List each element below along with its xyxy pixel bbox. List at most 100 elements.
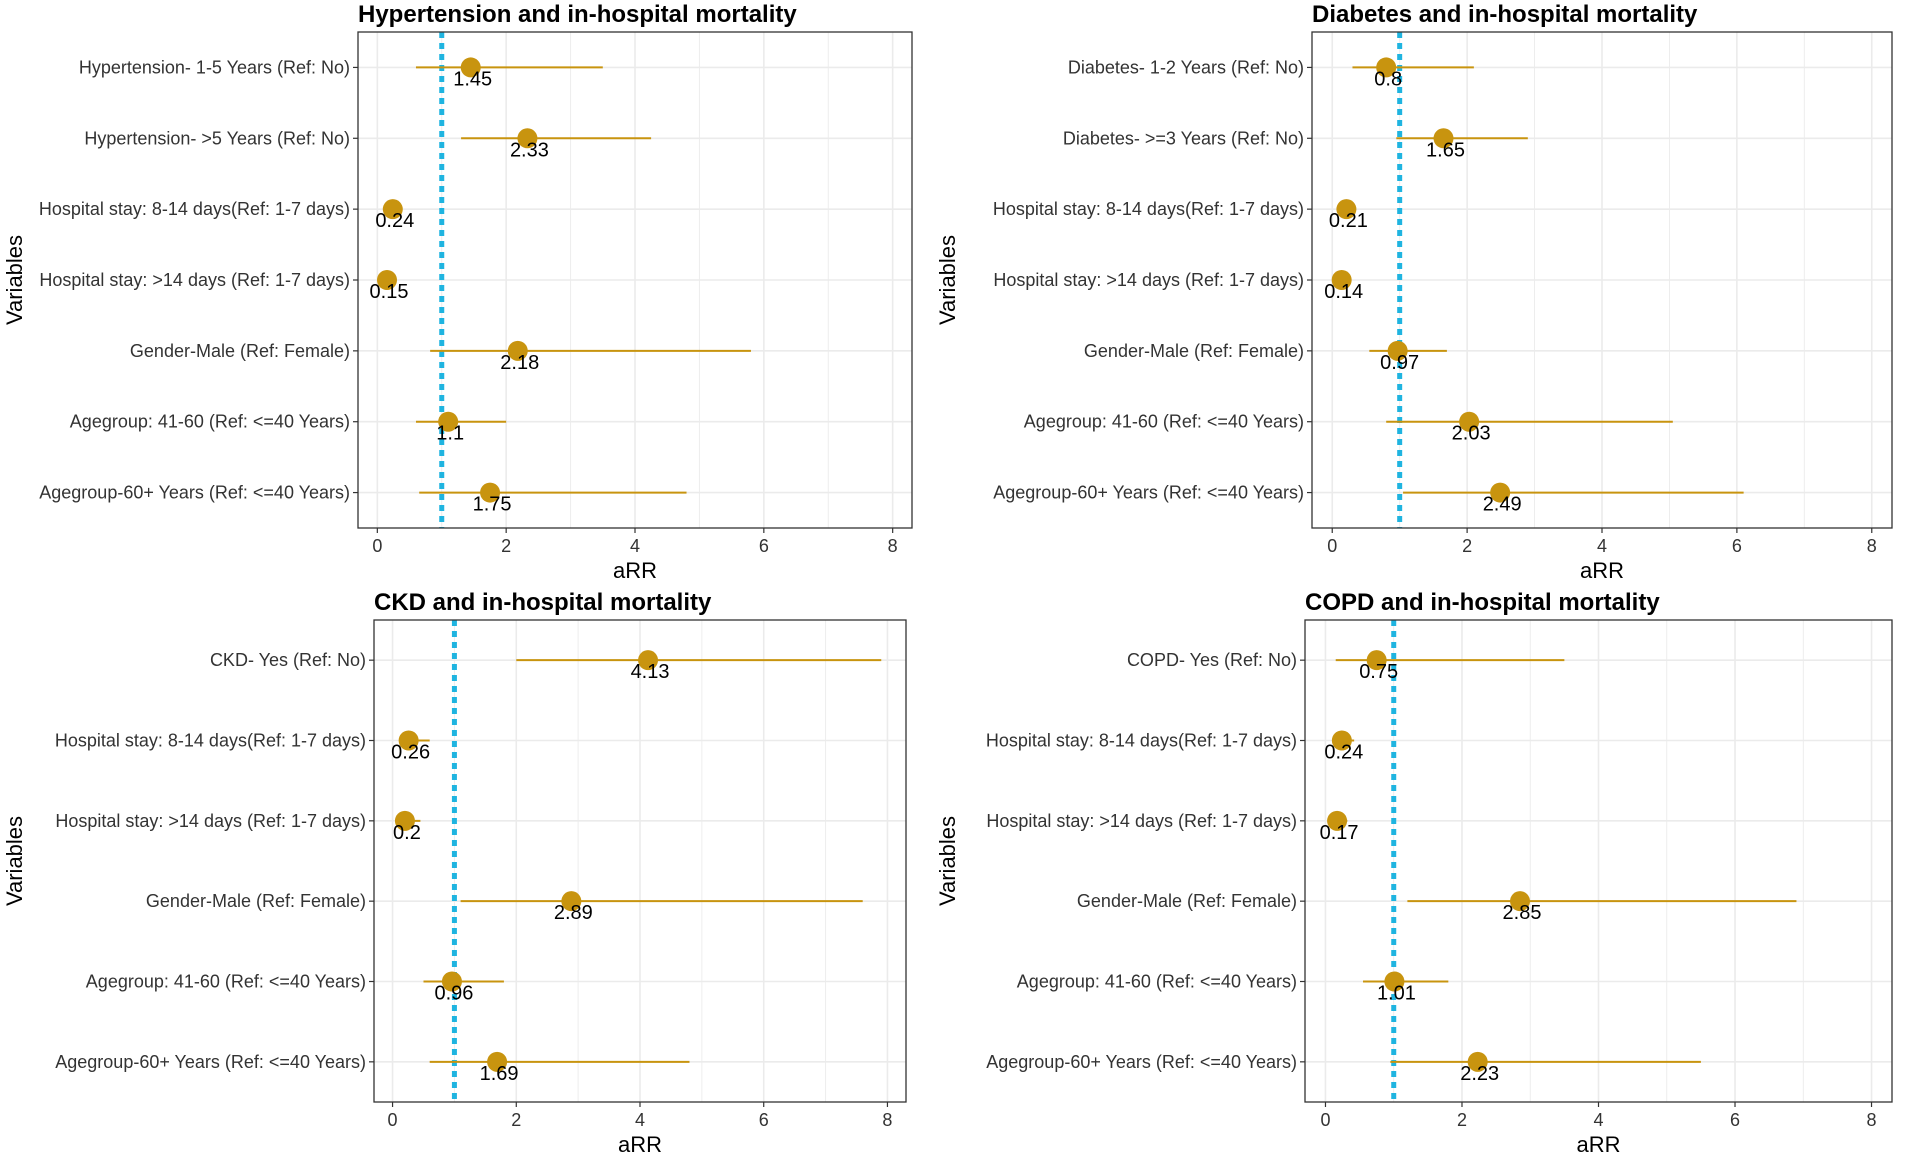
panel-border	[1311, 31, 1893, 529]
point-marker-icon	[1387, 340, 1408, 361]
point-marker-icon	[1459, 411, 1480, 432]
point-marker-icon	[382, 199, 403, 220]
point-marker-icon	[1331, 270, 1352, 290]
x-tick-label: 4	[1597, 536, 1607, 556]
value-label: 1.1	[436, 423, 464, 445]
point-marker-icon	[507, 340, 528, 361]
x-tick-label: 8	[882, 1110, 892, 1130]
y-axis-title: Variables	[2, 235, 27, 325]
point-marker-icon	[1331, 730, 1352, 751]
value-label: 0.24	[1324, 742, 1363, 764]
point-marker-icon	[441, 971, 462, 992]
y-tick-label: Hospital stay: >14 days (Ref: 1-7 days)	[993, 270, 1304, 290]
value-label: 0.14	[1324, 281, 1363, 303]
value-label: 2.33	[510, 139, 549, 161]
value-label: 1.01	[1377, 983, 1416, 1005]
y-tick-label: Agegroup-60+ Years (Ref: <=40 Years)	[993, 483, 1304, 503]
value-label: 0.8	[1374, 68, 1402, 90]
x-tick-label: 2	[1457, 1110, 1467, 1130]
x-tick-label: 8	[1867, 536, 1877, 556]
panel-title: Diabetes and in-hospital mortality	[1312, 1, 1698, 28]
point-marker-icon	[1490, 482, 1511, 503]
panel-border	[373, 619, 907, 1103]
point-marker-icon	[480, 482, 501, 503]
x-tick-label: 6	[1732, 536, 1742, 556]
x-tick-label: 4	[1593, 1110, 1603, 1130]
point-marker-icon	[1384, 971, 1405, 992]
value-label: 2.18	[500, 352, 539, 374]
value-label: 1.65	[1426, 139, 1465, 161]
y-tick-label: Diabetes- 1-2 Years (Ref: No)	[1068, 57, 1304, 77]
y-tick-label: Hospital stay: 8-14 days(Ref: 1-7 days)	[55, 731, 366, 751]
y-tick-label: Hospital stay: 8-14 days(Ref: 1-7 days)	[39, 199, 350, 219]
y-axis-title: Variables	[2, 816, 27, 906]
x-tick-label: 4	[635, 1110, 645, 1130]
y-tick-label: Agegroup: 41-60 (Ref: <=40 Years)	[86, 972, 366, 992]
y-tick-label: Agegroup-60+ Years (Ref: <=40 Years)	[55, 1052, 366, 1072]
y-tick-label: Hospital stay: >14 days (Ref: 1-7 days)	[55, 811, 366, 831]
panel-border	[1304, 619, 1893, 1103]
value-label: 0.75	[1359, 661, 1398, 683]
y-tick-label: Diabetes- >=3 Years (Ref: No)	[1063, 128, 1304, 148]
value-label: 0.17	[1320, 822, 1359, 844]
x-tick-label: 2	[501, 536, 511, 556]
panel-2: 0.8 Diabetes- 1-2 Years (Ref: No) 1.65 Diab…	[935, 1, 1893, 583]
y-tick-label: Agegroup: 41-60 (Ref: <=40 Years)	[1024, 412, 1304, 432]
value-label: 0.26	[391, 742, 430, 764]
x-axis-title: aRR	[1580, 558, 1624, 583]
x-tick-label: 2	[511, 1110, 521, 1130]
y-tick-label: Gender-Male (Ref: Female)	[146, 891, 366, 911]
point-marker-icon	[1366, 650, 1387, 671]
point-marker-icon	[376, 270, 397, 290]
panel-1: 1.45 Hypertension- 1-5 Years (Ref: No) 2.3…	[2, 1, 913, 583]
panel-4: 0.75 COPD- Yes (Ref: No) 0.24 Hospital stay…	[935, 589, 1893, 1156]
x-tick-label: 0	[1320, 1110, 1330, 1130]
x-axis-title: aRR	[613, 558, 657, 583]
y-tick-label: Agegroup-60+ Years (Ref: <=40 Years)	[39, 483, 350, 503]
value-label: 0.97	[1380, 352, 1419, 374]
point-marker-icon	[438, 411, 459, 432]
point-marker-icon	[1336, 199, 1357, 220]
value-label: 2.85	[1503, 902, 1542, 924]
panel-title: COPD and in-hospital mortality	[1305, 589, 1660, 616]
x-tick-label: 6	[1730, 1110, 1740, 1130]
value-label: 1.75	[473, 494, 512, 516]
value-label: 4.13	[631, 661, 670, 683]
point-marker-icon	[487, 1051, 508, 1072]
y-tick-label: Gender-Male (Ref: Female)	[1084, 341, 1304, 361]
x-tick-label: 2	[1462, 536, 1472, 556]
x-tick-label: 4	[630, 536, 640, 556]
y-tick-label: COPD- Yes (Ref: No)	[1127, 650, 1297, 670]
y-axis-title: Variables	[935, 235, 960, 325]
point-marker-icon	[1376, 57, 1397, 78]
panel-title: CKD and in-hospital mortality	[374, 589, 712, 616]
y-tick-label: Gender-Male (Ref: Female)	[130, 341, 350, 361]
point-marker-icon	[394, 810, 415, 831]
y-tick-label: Agegroup: 41-60 (Ref: <=40 Years)	[70, 412, 350, 432]
point-marker-icon	[1433, 128, 1454, 149]
value-label: 0.15	[370, 281, 409, 303]
y-tick-label: Gender-Male (Ref: Female)	[1077, 891, 1297, 911]
value-label: 1.69	[480, 1063, 519, 1085]
x-tick-label: 6	[759, 536, 769, 556]
x-tick-label: 0	[1327, 536, 1337, 556]
x-tick-label: 8	[1867, 1110, 1877, 1130]
y-tick-label: Agegroup-60+ Years (Ref: <=40 Years)	[986, 1052, 1297, 1072]
point-marker-icon	[638, 650, 659, 671]
x-tick-label: 8	[888, 536, 898, 556]
x-tick-label: 6	[759, 1110, 769, 1130]
x-axis-title: aRR	[618, 1132, 662, 1156]
y-tick-label: Hospital stay: >14 days (Ref: 1-7 days)	[986, 811, 1297, 831]
value-label: 2.03	[1452, 423, 1491, 445]
point-marker-icon	[517, 128, 538, 149]
value-label: 2.49	[1483, 494, 1522, 516]
point-marker-icon	[561, 891, 582, 912]
y-tick-label: Hypertension- 1-5 Years (Ref: No)	[79, 57, 350, 77]
y-tick-label: Hypertension- >5 Years (Ref: No)	[84, 128, 350, 148]
point-marker-icon	[460, 57, 481, 78]
point-marker-icon	[1467, 1051, 1488, 1072]
panel-border	[357, 31, 913, 529]
point-marker-icon	[398, 730, 419, 751]
